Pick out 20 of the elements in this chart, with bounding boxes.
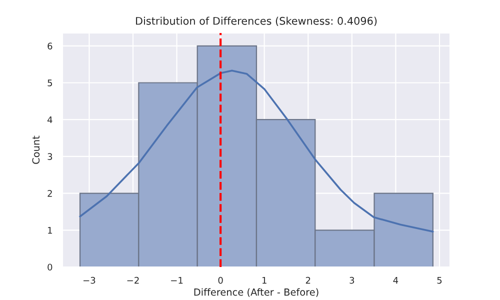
y-tick-label: 1 xyxy=(48,227,52,234)
x-tick-label: 0 xyxy=(218,276,223,284)
line-series xyxy=(79,70,434,233)
x-tick-label: −1 xyxy=(171,277,183,284)
y-axis-title: Count xyxy=(32,136,40,164)
chart-title: Distribution of Differences (Skewness: 0.4096) xyxy=(136,16,377,26)
x-tick-label: 1 xyxy=(262,277,266,284)
x-tick-label: 3 xyxy=(350,276,354,284)
x-tick-label: −2 xyxy=(127,276,139,284)
x-tick-label: −3 xyxy=(84,276,96,284)
x-axis-title: Difference (After - Before) xyxy=(194,288,318,297)
x-tick-label: 5 xyxy=(437,277,442,284)
y-tick-label: 6 xyxy=(48,42,52,50)
y-tick-label: 2 xyxy=(48,190,52,197)
y-tick-label: 0 xyxy=(48,264,52,271)
x-tick-label: 4 xyxy=(393,277,398,284)
y-tick-label: 5 xyxy=(48,80,52,86)
y-tick-label: 3 xyxy=(48,153,52,160)
y-tick-label: 4 xyxy=(47,116,52,124)
x-tick-label: 2 xyxy=(306,276,310,284)
